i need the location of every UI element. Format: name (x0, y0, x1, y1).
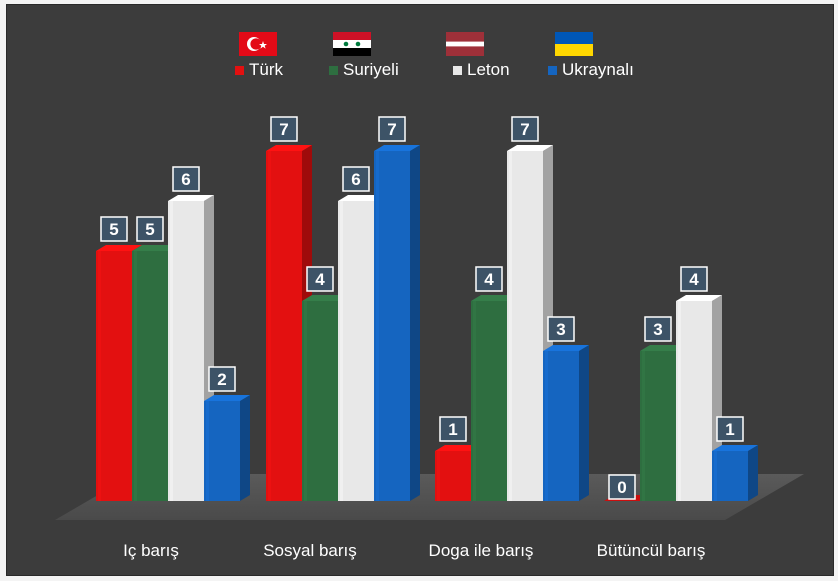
data-labels-group: 5 5 6 2 7 4 6 7 1 4 7 3 0 3 4 1 (100, 116, 744, 500)
latvia-flag-icon (446, 32, 484, 56)
data-label: 7 (270, 116, 298, 142)
legend-label: Suriyeli (343, 60, 399, 79)
legend-label: Ukraynalı (562, 60, 634, 79)
data-label: 6 (342, 166, 370, 192)
x-axis: Iç barış Sosyal barış Doga ile barış Bütünc… (123, 541, 705, 560)
bar-ukraynali-doga-ile-baris (543, 345, 589, 501)
bar-chart: Türk Suriyeli Leton Ukraynalı 5 5 6 2 7 4 6 7 1 4 7 3 0… (55, 32, 804, 560)
data-label: 7 (378, 116, 406, 142)
data-label: 3 (644, 316, 672, 342)
bar-ukraynali-sosyal-baris (374, 145, 420, 501)
x-tick-label-sosyal-baris: Sosyal barış (263, 541, 357, 560)
svg-text:7: 7 (279, 120, 288, 139)
data-label: 4 (306, 266, 334, 292)
svg-text:6: 6 (351, 170, 360, 189)
data-label: 1 (439, 416, 467, 442)
data-label: 7 (511, 116, 539, 142)
bar-ukraynali-butuncul-baris (712, 445, 758, 501)
data-label: 2 (208, 366, 236, 392)
svg-text:7: 7 (387, 120, 396, 139)
ukraine-flag-icon (555, 32, 593, 56)
svg-text:7: 7 (520, 120, 529, 139)
bar-leton-butuncul-baris (676, 295, 722, 501)
svg-text:6: 6 (181, 170, 190, 189)
bar-ukraynali-ic-baris (204, 395, 250, 501)
legend-swatch (235, 66, 244, 75)
legend-swatch (329, 66, 338, 75)
legend-swatch (453, 66, 462, 75)
legend-label: Leton (467, 60, 510, 79)
bars-group (96, 145, 758, 501)
turkey-flag-icon (239, 32, 277, 56)
legend-item-leton: Leton (453, 60, 510, 79)
svg-text:5: 5 (109, 220, 118, 239)
svg-text:2: 2 (217, 370, 226, 389)
svg-text:1: 1 (725, 420, 734, 439)
data-label: 4 (680, 266, 708, 292)
data-label: 3 (547, 316, 575, 342)
svg-text:4: 4 (484, 270, 494, 289)
svg-text:5: 5 (145, 220, 154, 239)
data-label: 5 (100, 216, 128, 242)
svg-text:0: 0 (617, 478, 626, 497)
legend: Türk Suriyeli Leton Ukraynalı (235, 32, 634, 79)
legend-item-turk: Türk (235, 60, 284, 79)
svg-text:4: 4 (689, 270, 699, 289)
svg-text:3: 3 (556, 320, 565, 339)
x-tick-label-butuncul-baris: Bütüncül barış (597, 541, 706, 560)
data-label: 1 (716, 416, 744, 442)
legend-item-ukraynali: Ukraynalı (548, 60, 634, 79)
legend-swatch (548, 66, 557, 75)
data-label: 6 (172, 166, 200, 192)
svg-text:3: 3 (653, 320, 662, 339)
legend-item-suriyeli: Suriyeli (329, 60, 399, 79)
chart-area: Türk Suriyeli Leton Ukraynalı 5 5 6 2 7 4 6 7 1 4 7 3 0… (6, 4, 834, 576)
svg-text:4: 4 (315, 270, 325, 289)
svg-text:1: 1 (448, 420, 457, 439)
x-tick-label-ic-baris: Iç barış (123, 541, 179, 560)
x-tick-label-doga-ile-baris: Doga ile barış (429, 541, 534, 560)
data-label: 5 (136, 216, 164, 242)
syria-flag-icon (333, 32, 371, 56)
data-label: 4 (475, 266, 503, 292)
legend-label: Türk (249, 60, 284, 79)
data-label: 0 (608, 474, 636, 500)
